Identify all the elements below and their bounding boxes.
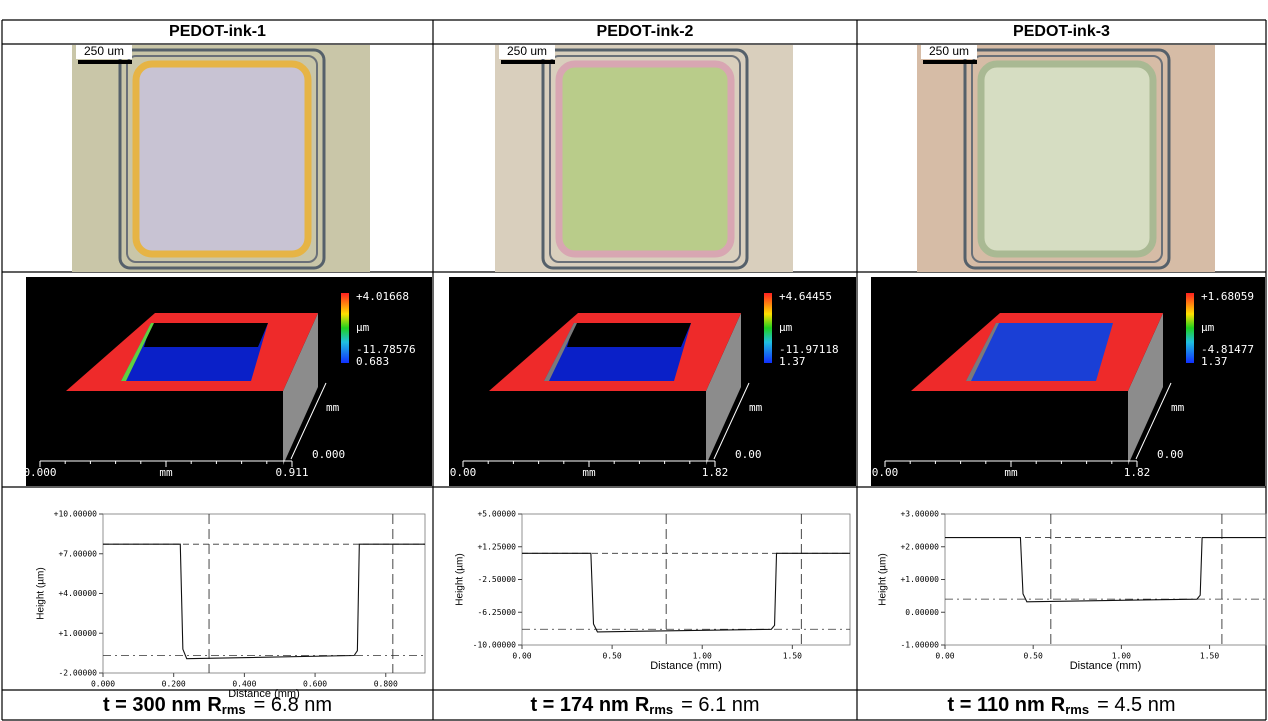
- plot-frame: [103, 514, 425, 673]
- scale-bar: [923, 60, 977, 64]
- depth-label: 0.683: [356, 355, 389, 368]
- height-profile: [945, 538, 1266, 602]
- unit-label: µm: [779, 321, 793, 334]
- plot-frame: [945, 514, 1266, 645]
- thickness: t = 110 nm: [948, 694, 1045, 716]
- x-tick-label: 1.50: [783, 652, 802, 661]
- x-tick-label: 0.600: [303, 680, 327, 689]
- well-shadow: [567, 323, 691, 347]
- depth-label: 1.37: [1201, 355, 1228, 368]
- y-min: 0.000: [312, 448, 345, 461]
- y-tick-label: +1.25000: [477, 542, 516, 551]
- scale-bar-label: 250 um: [507, 44, 547, 58]
- y-tick-label: +7.00000: [58, 549, 97, 558]
- caption: t = 300 nm Rrms = 6.8 nm: [103, 694, 332, 717]
- x-max: 0.911: [275, 466, 308, 479]
- roughness-symbol: R: [635, 694, 650, 716]
- y-unit: mm: [326, 401, 340, 414]
- thickness: t = 174 nm: [530, 694, 628, 716]
- height-profile: [103, 544, 425, 658]
- y-tick-label: -1.00000: [900, 641, 939, 650]
- y-tick-label: +3.00000: [900, 510, 939, 519]
- color-bar: [764, 293, 772, 363]
- caption: t = 174 nm Rrms = 6.1 nm: [530, 694, 759, 717]
- x-tick-label: 0.000: [91, 680, 115, 689]
- roughness-subscript: rms: [649, 702, 673, 717]
- y-tick-label: +1.00000: [900, 575, 939, 584]
- x-tick-label: 0.50: [1024, 652, 1043, 661]
- x-axis-label: Distance (mm): [650, 660, 722, 672]
- y-axis-label: Height (µm): [878, 553, 889, 605]
- roughness-subscript: rms: [1065, 702, 1089, 717]
- unit-label: µm: [1201, 321, 1215, 334]
- color-bar: [341, 293, 349, 363]
- y-tick-label: -2.00000: [58, 669, 97, 678]
- y-tick-label: -10.00000: [473, 641, 517, 650]
- x-tick-label: 1.50: [1200, 652, 1219, 661]
- max-label: +4.01668: [356, 290, 409, 303]
- x-tick-label: 0.800: [374, 680, 398, 689]
- y-unit: mm: [749, 401, 763, 414]
- column-title: PEDOT-ink-3: [1013, 23, 1110, 40]
- x-tick-label: 0.50: [602, 652, 621, 661]
- x-tick-label: 0.200: [162, 680, 186, 689]
- color-bar: [1186, 293, 1194, 363]
- column-title: PEDOT-ink-2: [597, 23, 694, 40]
- scale-bar: [78, 60, 132, 64]
- plot-frame: [522, 514, 850, 645]
- film: [136, 64, 308, 254]
- y-axis-label: Height (µm): [36, 567, 47, 619]
- depth-label: 1.37: [779, 355, 806, 368]
- well-shadow: [144, 323, 268, 347]
- y-axis-label: Height (µm): [455, 553, 466, 605]
- y-min: 0.00: [1157, 448, 1184, 461]
- x-min: 0.000: [23, 466, 56, 479]
- y-tick-label: +10.00000: [54, 510, 98, 519]
- column-title: PEDOT-ink-1: [169, 23, 266, 40]
- y-tick-label: +2.00000: [900, 542, 939, 551]
- scale-bar-label: 250 um: [84, 44, 124, 58]
- y-tick-label: -2.50000: [477, 575, 516, 584]
- thickness: t = 300 nm: [103, 694, 201, 716]
- roughness-symbol: R: [207, 694, 222, 716]
- roughness-value: = 6.8 nm: [254, 694, 332, 716]
- film: [559, 64, 731, 254]
- x-max: 1.82: [1124, 466, 1151, 479]
- unit-label: µm: [356, 321, 370, 334]
- y-tick-label: +1.00000: [58, 629, 97, 638]
- x-max: 1.82: [702, 466, 729, 479]
- scale-bar-label: 250 um: [929, 44, 969, 58]
- max-label: +1.68059: [1201, 290, 1254, 303]
- y-unit: mm: [1171, 401, 1185, 414]
- y-tick-label: +5.00000: [477, 510, 516, 519]
- x-tick-label: 0.00: [935, 652, 954, 661]
- height-profile: [522, 553, 850, 632]
- scale-bar: [501, 60, 555, 64]
- figure: PEDOT-ink-1250 um+4.01668µm-11.785760.68…: [0, 0, 1268, 721]
- roughness-symbol: R: [1051, 694, 1066, 716]
- y-tick-label: -6.25000: [477, 608, 516, 617]
- roughness-subscript: rms: [222, 702, 246, 717]
- x-unit: mm: [1004, 466, 1018, 479]
- x-axis-label: Distance (mm): [1070, 660, 1142, 672]
- x-min: 0.00: [872, 466, 899, 479]
- page: {"columns": [ {"title": "PEDOT-ink-1", "…: [0, 0, 1268, 721]
- x-unit: mm: [582, 466, 596, 479]
- x-unit: mm: [159, 466, 173, 479]
- y-tick-label: +4.00000: [58, 589, 97, 598]
- y-min: 0.00: [735, 448, 762, 461]
- caption: t = 110 nm Rrms = 4.5 nm: [948, 694, 1176, 717]
- x-min: 0.00: [450, 466, 477, 479]
- y-tick-label: 0.00000: [905, 608, 939, 617]
- roughness-value: = 4.5 nm: [1097, 694, 1175, 716]
- roughness-value: = 6.1 nm: [681, 694, 759, 716]
- max-label: +4.64455: [779, 290, 832, 303]
- x-tick-label: 0.00: [512, 652, 531, 661]
- film: [981, 64, 1153, 254]
